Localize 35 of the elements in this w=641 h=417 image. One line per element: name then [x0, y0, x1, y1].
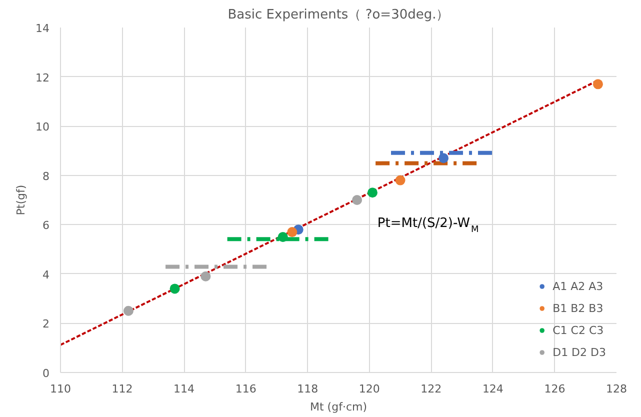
x-tick-label: 116: [235, 382, 256, 396]
x-tick-label: 110: [50, 382, 71, 396]
x-tick-label: 126: [544, 382, 566, 396]
point: [170, 284, 180, 294]
y-tick-label: 4: [42, 268, 50, 282]
y-tick-label: 14: [36, 22, 50, 35]
legend-label: B1 B2 B3: [552, 302, 604, 314]
y-tick-label: 10: [36, 120, 50, 134]
legend-label: A1 A2 A3: [552, 280, 604, 292]
point: [367, 188, 378, 198]
x-tick-label: 114: [174, 382, 195, 396]
legend-label: C1 C2 C3: [552, 324, 604, 336]
x-tick-label: 122: [420, 382, 442, 396]
point: [592, 79, 603, 90]
x-axis-title: Mt (gf·cm): [310, 400, 367, 414]
point: [278, 232, 288, 242]
point: [200, 271, 211, 282]
y-tick-label: 12: [36, 71, 50, 84]
y-tick-label: 8: [42, 170, 50, 183]
y-tick-label: 0: [42, 367, 50, 380]
y-axis-title: Pt(gf): [14, 184, 28, 216]
x-tick-label: 124: [482, 382, 504, 396]
point: [395, 175, 406, 186]
x-tick-label: 118: [297, 382, 318, 396]
y-tick-label: 6: [42, 219, 50, 232]
x-tick-label: 128: [606, 382, 627, 396]
x-tick-label: 112: [112, 382, 133, 396]
point: [352, 195, 362, 205]
point: [438, 153, 449, 164]
chart-title: Basic Experiments（ ?o=30deg.）: [228, 8, 450, 22]
point: [123, 306, 134, 316]
x-tick-label: 120: [358, 382, 380, 396]
y-tick-label: 2: [42, 318, 50, 331]
point: [287, 227, 298, 238]
legend-label: D1 D2 D3: [552, 346, 606, 358]
